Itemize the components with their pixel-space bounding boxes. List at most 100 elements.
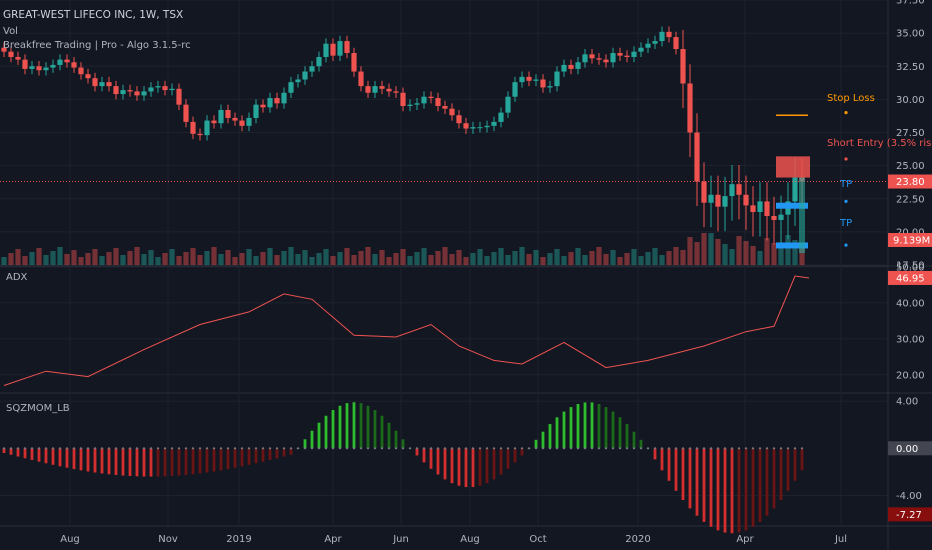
sqz-bar [464, 448, 468, 488]
sqz-bar [555, 417, 559, 449]
volume-bar [771, 243, 777, 265]
volume-bar [176, 256, 182, 265]
volume-bar [645, 252, 651, 265]
volume-bar [134, 247, 140, 265]
candle-body [365, 86, 371, 93]
sqz-zero-dot [583, 447, 587, 450]
x-tick-label: Nov [158, 534, 178, 545]
candle-body [701, 181, 707, 203]
tp1-box [776, 202, 808, 209]
last-price-label: 23.80 [896, 177, 925, 188]
sqz-zero-dot [751, 447, 755, 450]
sqz-bar [625, 424, 629, 449]
sqz-zero-dot [198, 447, 202, 450]
sqz-zero-dot [37, 447, 41, 450]
candle-body [8, 51, 14, 57]
sqz-bar [205, 448, 209, 473]
candle [589, 49, 595, 64]
candle-body [498, 112, 504, 122]
sqz-bar [184, 448, 188, 475]
sqz-zero-dot [240, 447, 244, 450]
volume-bar [673, 247, 679, 265]
candle-body [134, 91, 140, 96]
sqz-zero-dot [667, 447, 671, 450]
candle-body [351, 53, 357, 72]
sqz-zero-dot [114, 447, 118, 450]
volume-bar [162, 253, 168, 265]
candle-body [281, 92, 287, 104]
sqz-bar [688, 448, 692, 509]
sqz-zero-dot [569, 447, 573, 450]
volume-bar [169, 249, 175, 265]
sqz-zero-dot [625, 447, 629, 450]
candle-body [225, 109, 231, 118]
candle [708, 175, 714, 228]
sqz-bar [632, 431, 636, 449]
volume-bar [106, 252, 112, 265]
sqz-zero-dot [716, 447, 720, 450]
annotation-dot [844, 243, 848, 247]
candle-body [491, 121, 497, 126]
volume-bar [659, 255, 665, 265]
candle [603, 54, 609, 68]
candle [127, 84, 133, 97]
candle-body [232, 117, 238, 121]
candle-body [435, 98, 441, 106]
candle [477, 121, 483, 133]
price-tick-label: 25.00 [896, 161, 925, 172]
candle [743, 175, 749, 230]
volume-bar [92, 249, 98, 265]
candle [484, 120, 490, 133]
candle-body [141, 91, 147, 96]
sqz-zero-dot [618, 447, 622, 450]
volume-bar [246, 249, 252, 265]
sqz-zero-dot [408, 447, 412, 450]
candle-body [127, 90, 133, 92]
sqz-zero-dot [65, 447, 69, 450]
candle-body [715, 194, 721, 207]
candle-body [372, 86, 378, 93]
candle-body [169, 88, 175, 91]
sqz-bar [541, 431, 545, 449]
volume-bar [715, 239, 721, 265]
sqz-bar [149, 448, 153, 477]
sqz-bar [233, 448, 237, 468]
candle-body [393, 91, 399, 93]
candle-body [575, 62, 581, 69]
volume-bar [554, 249, 560, 265]
sqz-zero-dot [128, 447, 132, 450]
volume-bar [260, 252, 266, 265]
candle [547, 80, 553, 93]
volume-bar [29, 252, 35, 265]
volume-bar [323, 249, 329, 265]
sqz-zero-dot [688, 447, 692, 450]
sqz-bar [492, 448, 496, 480]
volume-bar [190, 248, 196, 265]
sqz-bar [534, 439, 538, 449]
sqz-bar [86, 448, 90, 472]
chart-title: GREAT-WEST LIFECO INC, 1W, TSX [3, 9, 184, 21]
candle [351, 47, 357, 77]
candle-body [743, 194, 749, 206]
sqz-bar [562, 411, 566, 449]
volume-bar [57, 247, 63, 265]
volume-bar [666, 251, 672, 265]
price-tick-label: 35.00 [896, 29, 925, 40]
volume-badge [888, 233, 932, 247]
sqz-bar [800, 448, 804, 471]
volume-bar [456, 250, 462, 265]
candle [568, 59, 574, 75]
candle [57, 54, 63, 71]
candle-body [295, 79, 301, 83]
sqz-bar [387, 422, 391, 449]
candle-body [309, 66, 315, 72]
sqz-bar [51, 448, 55, 465]
candle-body [449, 108, 455, 116]
candle-body [708, 194, 714, 203]
candle-body [120, 90, 126, 95]
volume-bar [736, 236, 742, 265]
volume-bar [386, 257, 392, 265]
sqz-bar [338, 405, 342, 449]
candle [323, 38, 329, 63]
